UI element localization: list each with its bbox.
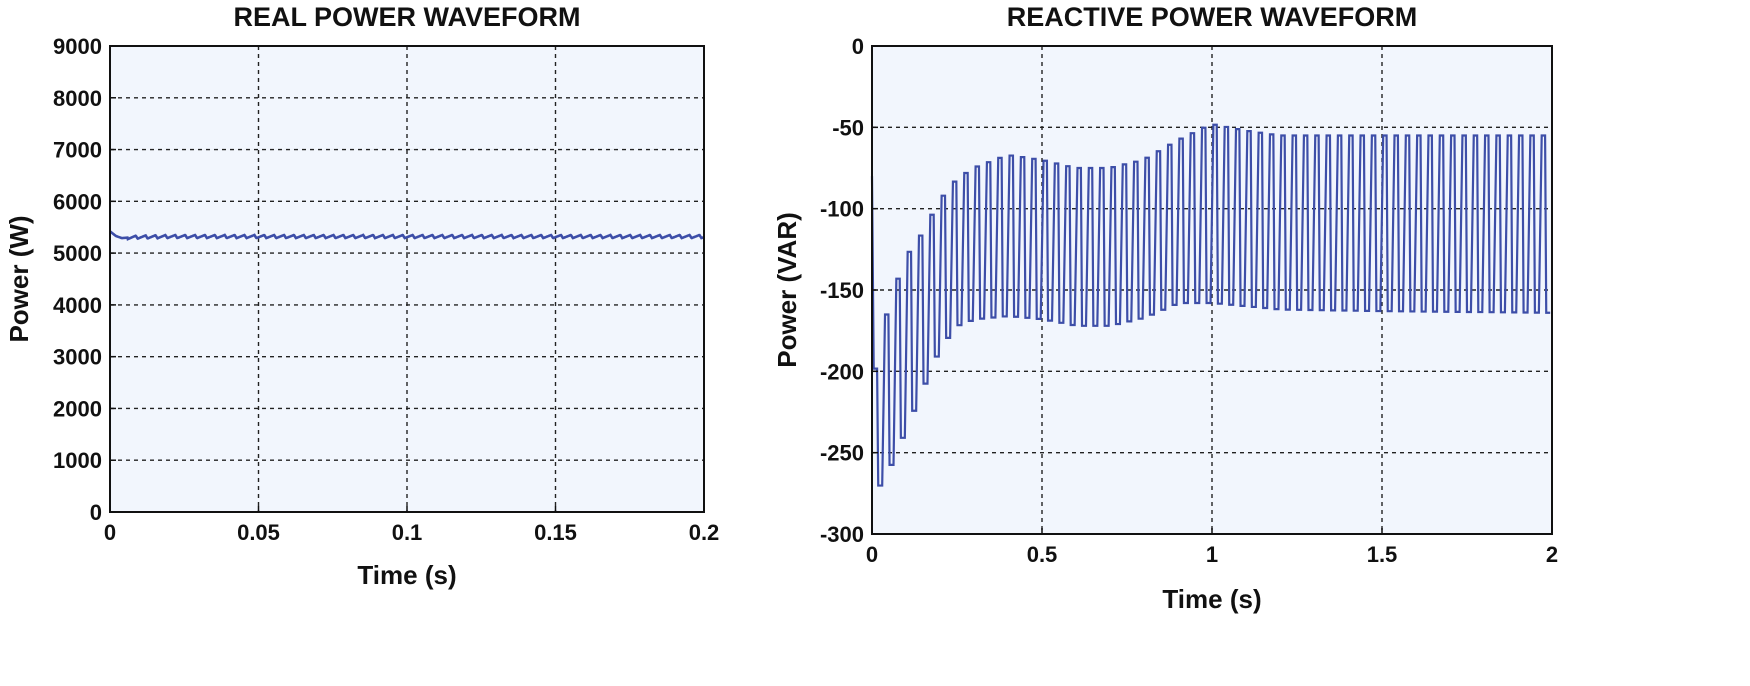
x-tick-label: 0.15	[534, 520, 577, 545]
x-tick-label: 0.2	[689, 520, 720, 545]
y-tick-label: 0	[90, 500, 102, 525]
x-axis-label: Time (s)	[1162, 584, 1261, 614]
x-tick-label: 2	[1546, 542, 1558, 567]
y-tick-label: -100	[820, 197, 864, 222]
real-power-chart: 0 0.05 0.1 0.15 0.2 0 1000 2000 3000 4000 5000 6000…	[4, 2, 719, 590]
x-axis-label: Time (s)	[357, 560, 456, 590]
y-tick-label: -200	[820, 359, 864, 384]
reactive-power-series-line	[870, 123, 1551, 487]
y-tick-label: -250	[820, 441, 864, 466]
chart-title: REAL POWER WAVEFORM	[233, 2, 580, 32]
y-tick-label: 5000	[53, 241, 102, 266]
x-tick-label: 1	[1206, 542, 1218, 567]
tick-labels: 0 0.05 0.1 0.15 0.2 0 1000 2000 3000 4000 5000 6000…	[53, 34, 719, 545]
y-tick-label: 7000	[53, 138, 102, 163]
y-tick-label: 8000	[53, 86, 102, 111]
reactive-power-chart: 0 0.5 1 1.5 2 -300 -250 -200 -150 -100 -50 0 REACTI…	[772, 2, 1558, 614]
y-tick-label: 6000	[53, 189, 102, 214]
y-tick-label: 0	[852, 34, 864, 59]
x-tick-label: 0.5	[1027, 542, 1058, 567]
y-axis-label: Power (W)	[4, 215, 34, 342]
y-tick-label: 3000	[53, 345, 102, 370]
gridlines	[110, 46, 704, 512]
y-tick-label: 1000	[53, 448, 102, 473]
x-tick-label: 0.1	[392, 520, 423, 545]
y-tick-label: -50	[832, 115, 864, 140]
real-power-series-line	[109, 230, 705, 241]
chart-title: REACTIVE POWER WAVEFORM	[1007, 2, 1418, 32]
y-tick-label: 2000	[53, 396, 102, 421]
y-tick-label: 9000	[53, 34, 102, 59]
y-tick-label: 4000	[53, 293, 102, 318]
y-tick-label: -300	[820, 522, 864, 547]
tick-labels: 0 0.5 1 1.5 2 -300 -250 -200 -150 -100 -50 0	[820, 34, 1558, 567]
y-axis-label: Power (VAR)	[772, 212, 802, 368]
x-tick-label: 1.5	[1367, 542, 1398, 567]
x-tick-label: 0.05	[237, 520, 280, 545]
x-tick-label: 0	[866, 542, 878, 567]
y-tick-label: -150	[820, 278, 864, 303]
x-tick-label: 0	[104, 520, 116, 545]
